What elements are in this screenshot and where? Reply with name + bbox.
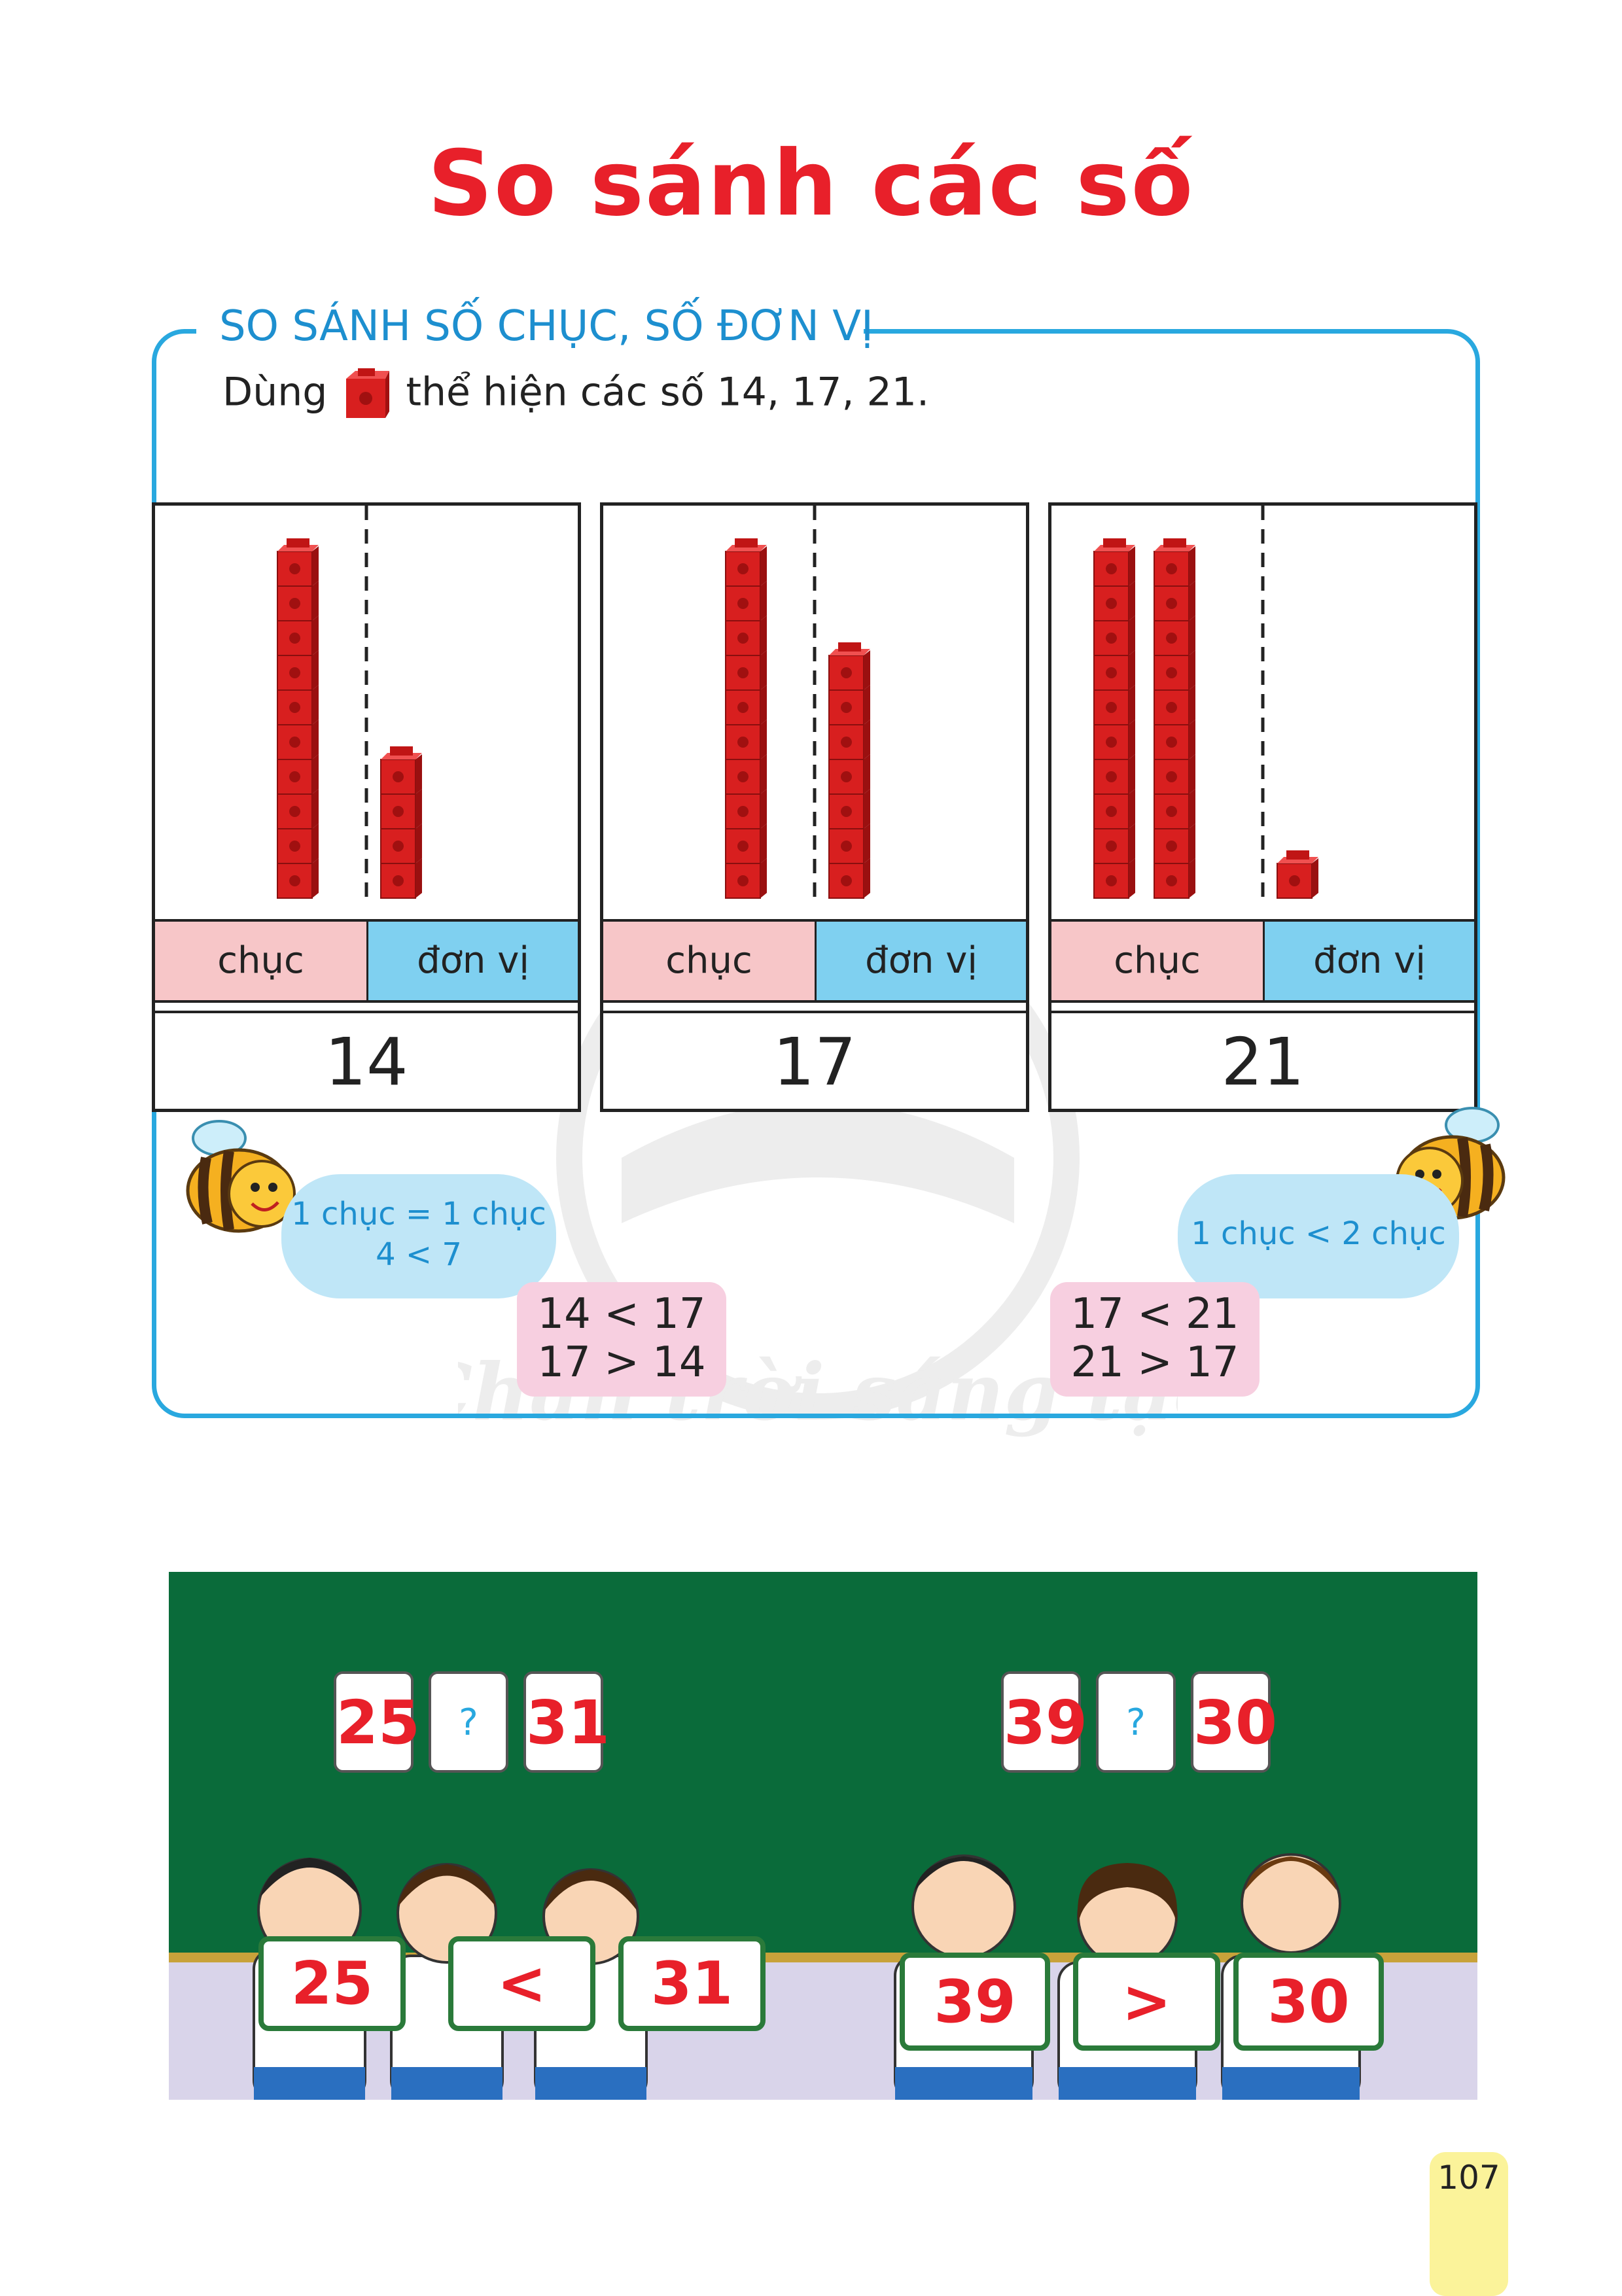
tens-rod xyxy=(1093,538,1135,899)
page-title: So sánh các số xyxy=(427,131,1195,236)
ones-cubes xyxy=(828,642,870,899)
instruction-text-before: Dùng xyxy=(222,369,328,415)
card-number: 30 xyxy=(1191,1671,1277,1773)
label-tens: chục xyxy=(1051,919,1263,1003)
label-ones: đơn vị xyxy=(1263,919,1474,1003)
label-ones: đơn vị xyxy=(815,919,1026,1003)
compare-box-left: 14 < 17 17 > 14 xyxy=(517,1282,726,1397)
section-title-background xyxy=(196,298,864,357)
sign-comparison: < xyxy=(448,1936,595,2031)
note-line: 4 < 7 xyxy=(376,1236,462,1273)
panel-number: 17 xyxy=(603,1011,1026,1109)
label-tens: chục xyxy=(155,919,366,1003)
ones-cubes xyxy=(1277,850,1318,899)
sign-number: 25 xyxy=(258,1936,406,2031)
panel-number: 14 xyxy=(155,1011,578,1109)
blocks-area xyxy=(1093,506,1318,906)
note-cloud-left: 1 chục = 1 chục 4 < 7 xyxy=(281,1174,556,1298)
card-number: 39 xyxy=(1001,1671,1087,1773)
card-question: ? xyxy=(1096,1671,1176,1773)
cube-icon xyxy=(346,368,390,418)
panel-number: 21 xyxy=(1051,1011,1474,1109)
compare-line: 21 > 17 xyxy=(1070,1338,1239,1387)
instruction: Dùng thể hiện các số 14, 17, 21. xyxy=(222,368,929,421)
page-number: 107 xyxy=(1437,2159,1500,2197)
blocks-area xyxy=(277,506,422,906)
compare-box-right: 17 < 21 21 > 17 xyxy=(1050,1282,1260,1397)
number-panel-14: chục đơn vị 14 xyxy=(152,502,581,1112)
section-heading: SO SÁNH SỐ CHỤC, SỐ ĐƠN VỊ xyxy=(219,302,873,351)
page-number-tab xyxy=(1430,2152,1508,2296)
compare-line: 17 > 14 xyxy=(537,1338,706,1387)
sign-number: 30 xyxy=(1233,1953,1384,2051)
compare-line: 17 < 21 xyxy=(1070,1290,1239,1338)
note-line: 1 chục < 2 chục xyxy=(1191,1215,1446,1252)
card-number: 31 xyxy=(523,1671,610,1773)
number-panel-21: chục đơn vị 21 xyxy=(1048,502,1477,1112)
instruction-text-after: thể hiện các số 14, 17, 21. xyxy=(406,369,930,415)
ones-cubes xyxy=(380,746,422,899)
bee-icon xyxy=(186,1120,296,1233)
card-number: 25 xyxy=(334,1671,420,1773)
note-line: 1 chục = 1 chục xyxy=(291,1196,546,1232)
label-ones: đơn vị xyxy=(366,919,578,1003)
tens-rod xyxy=(725,538,767,899)
number-panel-17: chục đơn vị 17 xyxy=(600,502,1029,1112)
sign-comparison: > xyxy=(1073,1953,1220,2051)
tens-rod xyxy=(277,538,319,899)
sign-number: 31 xyxy=(618,1936,766,2031)
label-tens: chục xyxy=(603,919,815,1003)
blocks-area xyxy=(725,506,870,906)
sign-number: 39 xyxy=(900,1953,1050,2051)
card-question: ? xyxy=(429,1671,508,1773)
compare-line: 14 < 17 xyxy=(537,1290,706,1338)
note-cloud-right: 1 chục < 2 chục xyxy=(1178,1174,1459,1298)
tens-rod xyxy=(1154,538,1195,899)
